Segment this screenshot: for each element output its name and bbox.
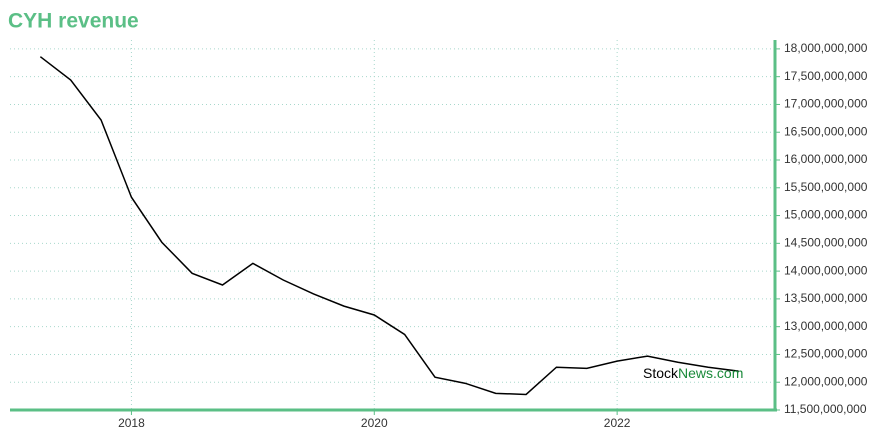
x-tick-label: 2022	[604, 416, 631, 430]
y-tick-label: 16,500,000,000	[784, 124, 868, 138]
y-tick-label: 11,500,000,000	[784, 402, 867, 416]
y-tick-label: 18,000,000,000	[784, 41, 868, 55]
y-tick-label: 17,500,000,000	[784, 69, 868, 83]
chart-title: CYH revenue	[8, 10, 139, 33]
y-tick-label: 13,000,000,000	[784, 319, 868, 333]
watermark-part: News.com	[678, 365, 743, 381]
y-tick-label: 14,500,000,000	[784, 236, 868, 250]
y-tick-label: 13,500,000,000	[784, 291, 868, 305]
watermark: StockNews.com	[643, 365, 743, 381]
y-tick-label: 17,000,000,000	[784, 97, 868, 111]
x-tick-label: 2018	[118, 416, 145, 430]
y-tick-label: 12,000,000,000	[784, 374, 868, 388]
y-tick-label: 16,000,000,000	[784, 152, 868, 166]
y-tick-label: 14,000,000,000	[784, 263, 868, 277]
y-tick-label: 15,000,000,000	[784, 208, 868, 222]
line	[39, 56, 739, 396]
watermark-part: Stock	[643, 365, 679, 381]
x-tick-label: 2020	[361, 416, 388, 430]
y-tick-label: 15,500,000,000	[784, 180, 868, 194]
y-tick-label: 12,500,000,000	[784, 347, 868, 361]
